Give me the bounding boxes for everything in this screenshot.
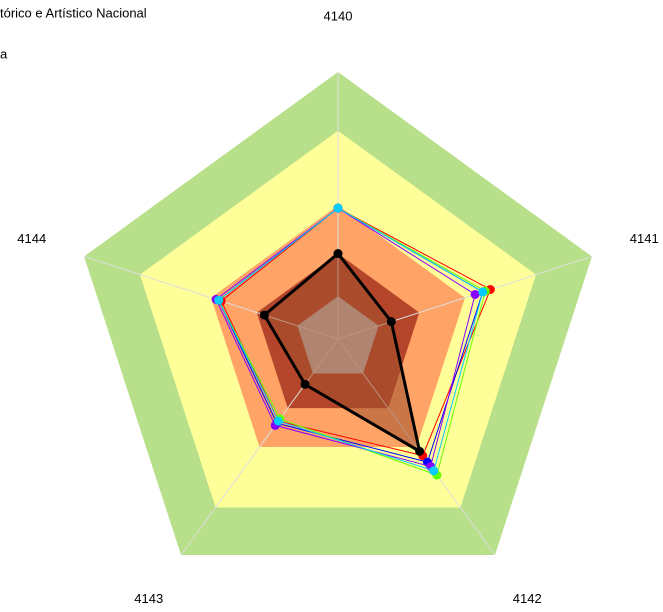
point <box>386 317 396 327</box>
chart-title: tórico e Artístico Nacional <box>0 5 147 20</box>
point <box>470 289 480 299</box>
axis-label: 4141 <box>630 231 659 246</box>
point <box>259 310 269 320</box>
axis-label: 4144 <box>17 231 46 246</box>
point <box>273 416 283 426</box>
point <box>214 295 224 305</box>
point <box>415 446 425 456</box>
series-line <box>220 207 491 457</box>
series-line <box>262 251 422 455</box>
series-line <box>218 207 484 472</box>
axis-label: 4143 <box>134 591 163 606</box>
point <box>429 466 439 476</box>
point <box>333 203 343 213</box>
point <box>333 249 343 259</box>
axis-label: 4142 <box>513 591 542 606</box>
point <box>478 287 488 297</box>
axis-label: 4140 <box>324 8 353 23</box>
chart-subtitle: a <box>0 46 8 61</box>
point <box>300 379 310 389</box>
series-line <box>215 207 476 468</box>
